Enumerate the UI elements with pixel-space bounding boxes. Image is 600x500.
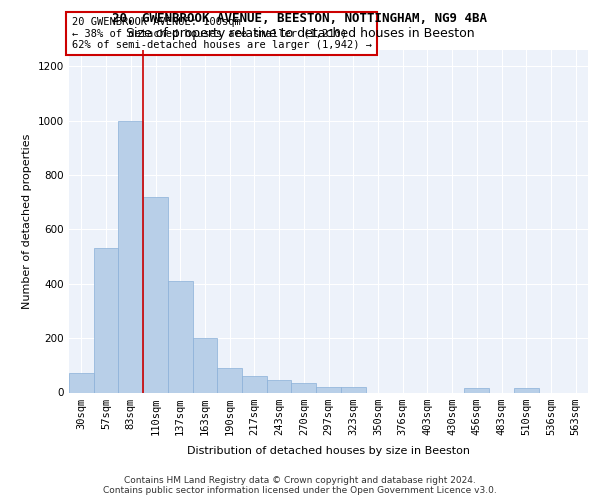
Bar	[341, 387, 365, 392]
Bar	[292, 383, 316, 392]
Bar	[514, 388, 539, 392]
Bar	[217, 368, 242, 392]
Bar	[69, 374, 94, 392]
Bar	[464, 388, 489, 392]
Bar	[267, 380, 292, 392]
Bar	[242, 376, 267, 392]
Y-axis label: Number of detached properties: Number of detached properties	[22, 134, 32, 309]
Bar	[118, 120, 143, 392]
X-axis label: Distribution of detached houses by size in Beeston: Distribution of detached houses by size …	[187, 446, 470, 456]
Bar	[193, 338, 217, 392]
Bar	[143, 197, 168, 392]
Text: 20 GWENBROOK AVENUE: 100sqm
← 38% of detached houses are smaller (1,210)
62% of : 20 GWENBROOK AVENUE: 100sqm ← 38% of det…	[71, 17, 371, 50]
Bar	[168, 281, 193, 392]
Bar	[316, 387, 341, 392]
Text: Size of property relative to detached houses in Beeston: Size of property relative to detached ho…	[125, 28, 475, 40]
Text: 20, GWENBROOK AVENUE, BEESTON, NOTTINGHAM, NG9 4BA: 20, GWENBROOK AVENUE, BEESTON, NOTTINGHA…	[113, 12, 487, 26]
Text: Contains HM Land Registry data © Crown copyright and database right 2024.
Contai: Contains HM Land Registry data © Crown c…	[103, 476, 497, 495]
Bar	[94, 248, 118, 392]
